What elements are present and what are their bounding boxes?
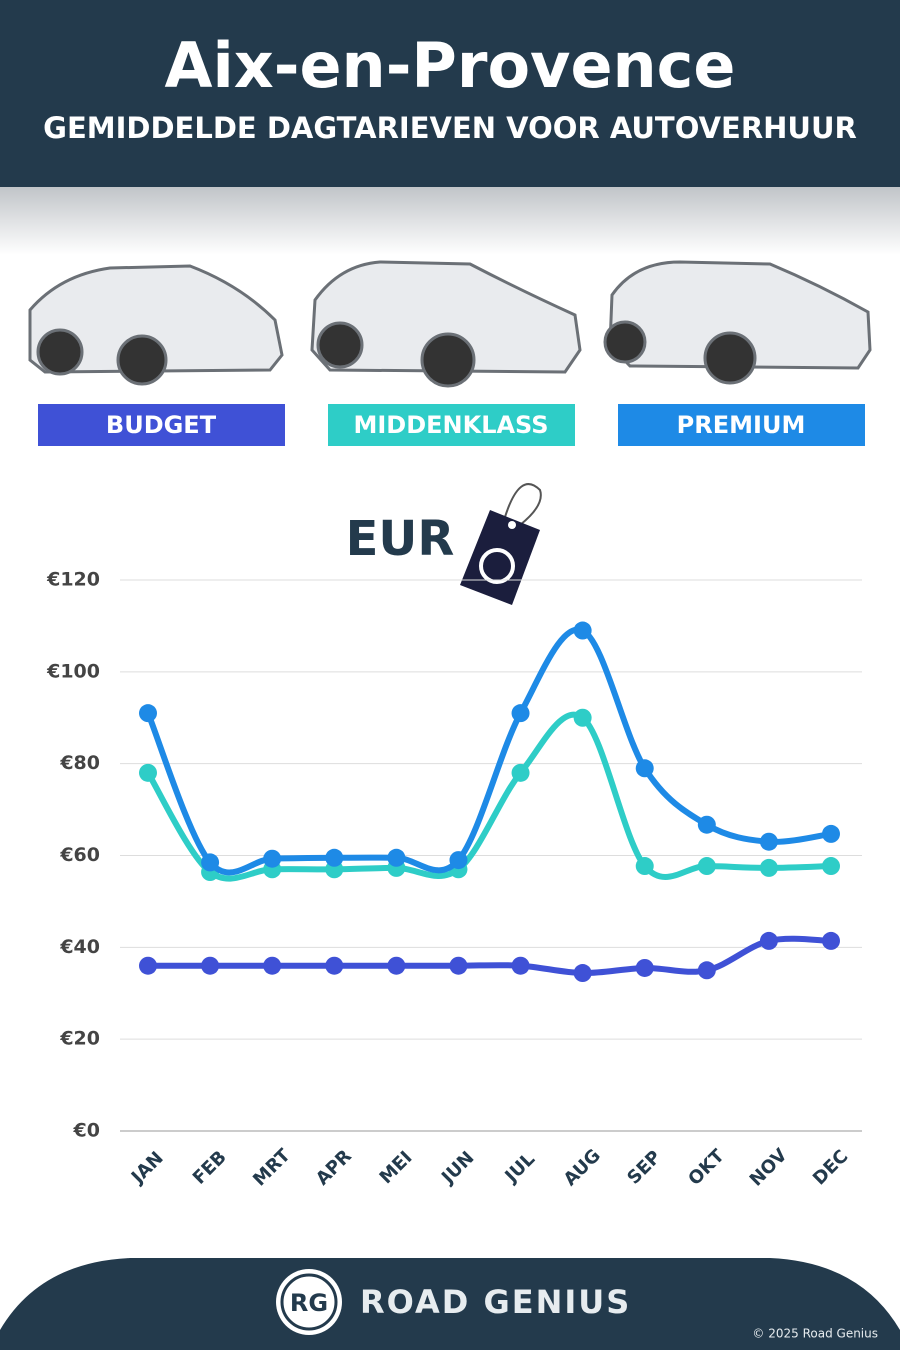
data-point xyxy=(263,849,282,868)
legend-label: MIDDENKLASS xyxy=(353,411,548,439)
data-point xyxy=(511,704,530,723)
currency-label: EUR xyxy=(346,511,455,567)
logo-ring xyxy=(280,1273,338,1331)
data-point xyxy=(759,858,778,877)
y-tick-label: €80 xyxy=(59,752,100,774)
y-tick-label: €40 xyxy=(59,936,100,958)
y-tick-label: €60 xyxy=(59,844,100,866)
data-point xyxy=(697,815,716,834)
logo-circle xyxy=(276,1269,342,1335)
data-point xyxy=(325,956,344,975)
data-point xyxy=(139,956,157,975)
legend-label: PREMIUM xyxy=(677,411,806,439)
data-point xyxy=(201,956,220,975)
y-tick-label: €100 xyxy=(46,660,100,682)
data-point xyxy=(201,853,220,872)
data-point xyxy=(387,956,406,975)
tag xyxy=(460,510,540,605)
data-point xyxy=(387,848,406,867)
wheel xyxy=(316,321,364,369)
data-point xyxy=(511,763,530,782)
data-point xyxy=(449,851,468,870)
brand: ROAD GENIUS xyxy=(360,1283,631,1321)
tag-hole xyxy=(508,521,516,529)
data-point xyxy=(139,704,157,723)
car-midden xyxy=(310,260,582,374)
data-point xyxy=(822,931,840,950)
logo: RG xyxy=(290,1289,328,1317)
data-point xyxy=(635,958,654,977)
data-point xyxy=(759,931,778,950)
price-tag xyxy=(460,483,542,605)
data-point xyxy=(822,824,840,843)
data-point xyxy=(573,621,592,640)
footer xyxy=(0,1258,900,1350)
header-shadow xyxy=(0,185,900,255)
legend-box xyxy=(618,404,865,446)
data-point xyxy=(263,956,282,975)
data-point xyxy=(697,857,716,876)
y-tick-label: €20 xyxy=(59,1028,100,1050)
data-point xyxy=(635,857,654,876)
subtitle: GEMIDDELDE DAGTARIEVEN VOOR AUTOVERHUUR xyxy=(43,111,857,145)
car-images xyxy=(28,260,872,388)
legend-box xyxy=(328,404,575,446)
copyright: © 2025 Road Genius xyxy=(752,1327,878,1341)
car-premium xyxy=(608,260,872,370)
euro-sign xyxy=(479,548,515,584)
data-point xyxy=(449,956,468,975)
y-tick-label: €0 xyxy=(73,1120,100,1142)
data-point xyxy=(139,763,157,782)
car-budget xyxy=(28,264,284,374)
title: Aix-en-Provence xyxy=(165,29,736,102)
header xyxy=(0,0,900,187)
wheel xyxy=(703,331,757,385)
data-point xyxy=(635,759,654,778)
wheel xyxy=(603,320,647,364)
data-point xyxy=(573,964,592,983)
y-tick-label: €120 xyxy=(46,569,100,591)
tag-string xyxy=(504,483,542,526)
wheel xyxy=(116,334,168,386)
data-point xyxy=(759,832,778,851)
legend-box xyxy=(38,404,285,446)
data-point xyxy=(573,708,592,727)
data-point xyxy=(822,857,840,876)
wheel xyxy=(36,328,84,376)
wheel xyxy=(420,332,476,388)
data-point xyxy=(511,956,530,975)
data-point xyxy=(325,848,344,867)
legend-label: BUDGET xyxy=(106,411,217,439)
data-point xyxy=(697,961,716,980)
